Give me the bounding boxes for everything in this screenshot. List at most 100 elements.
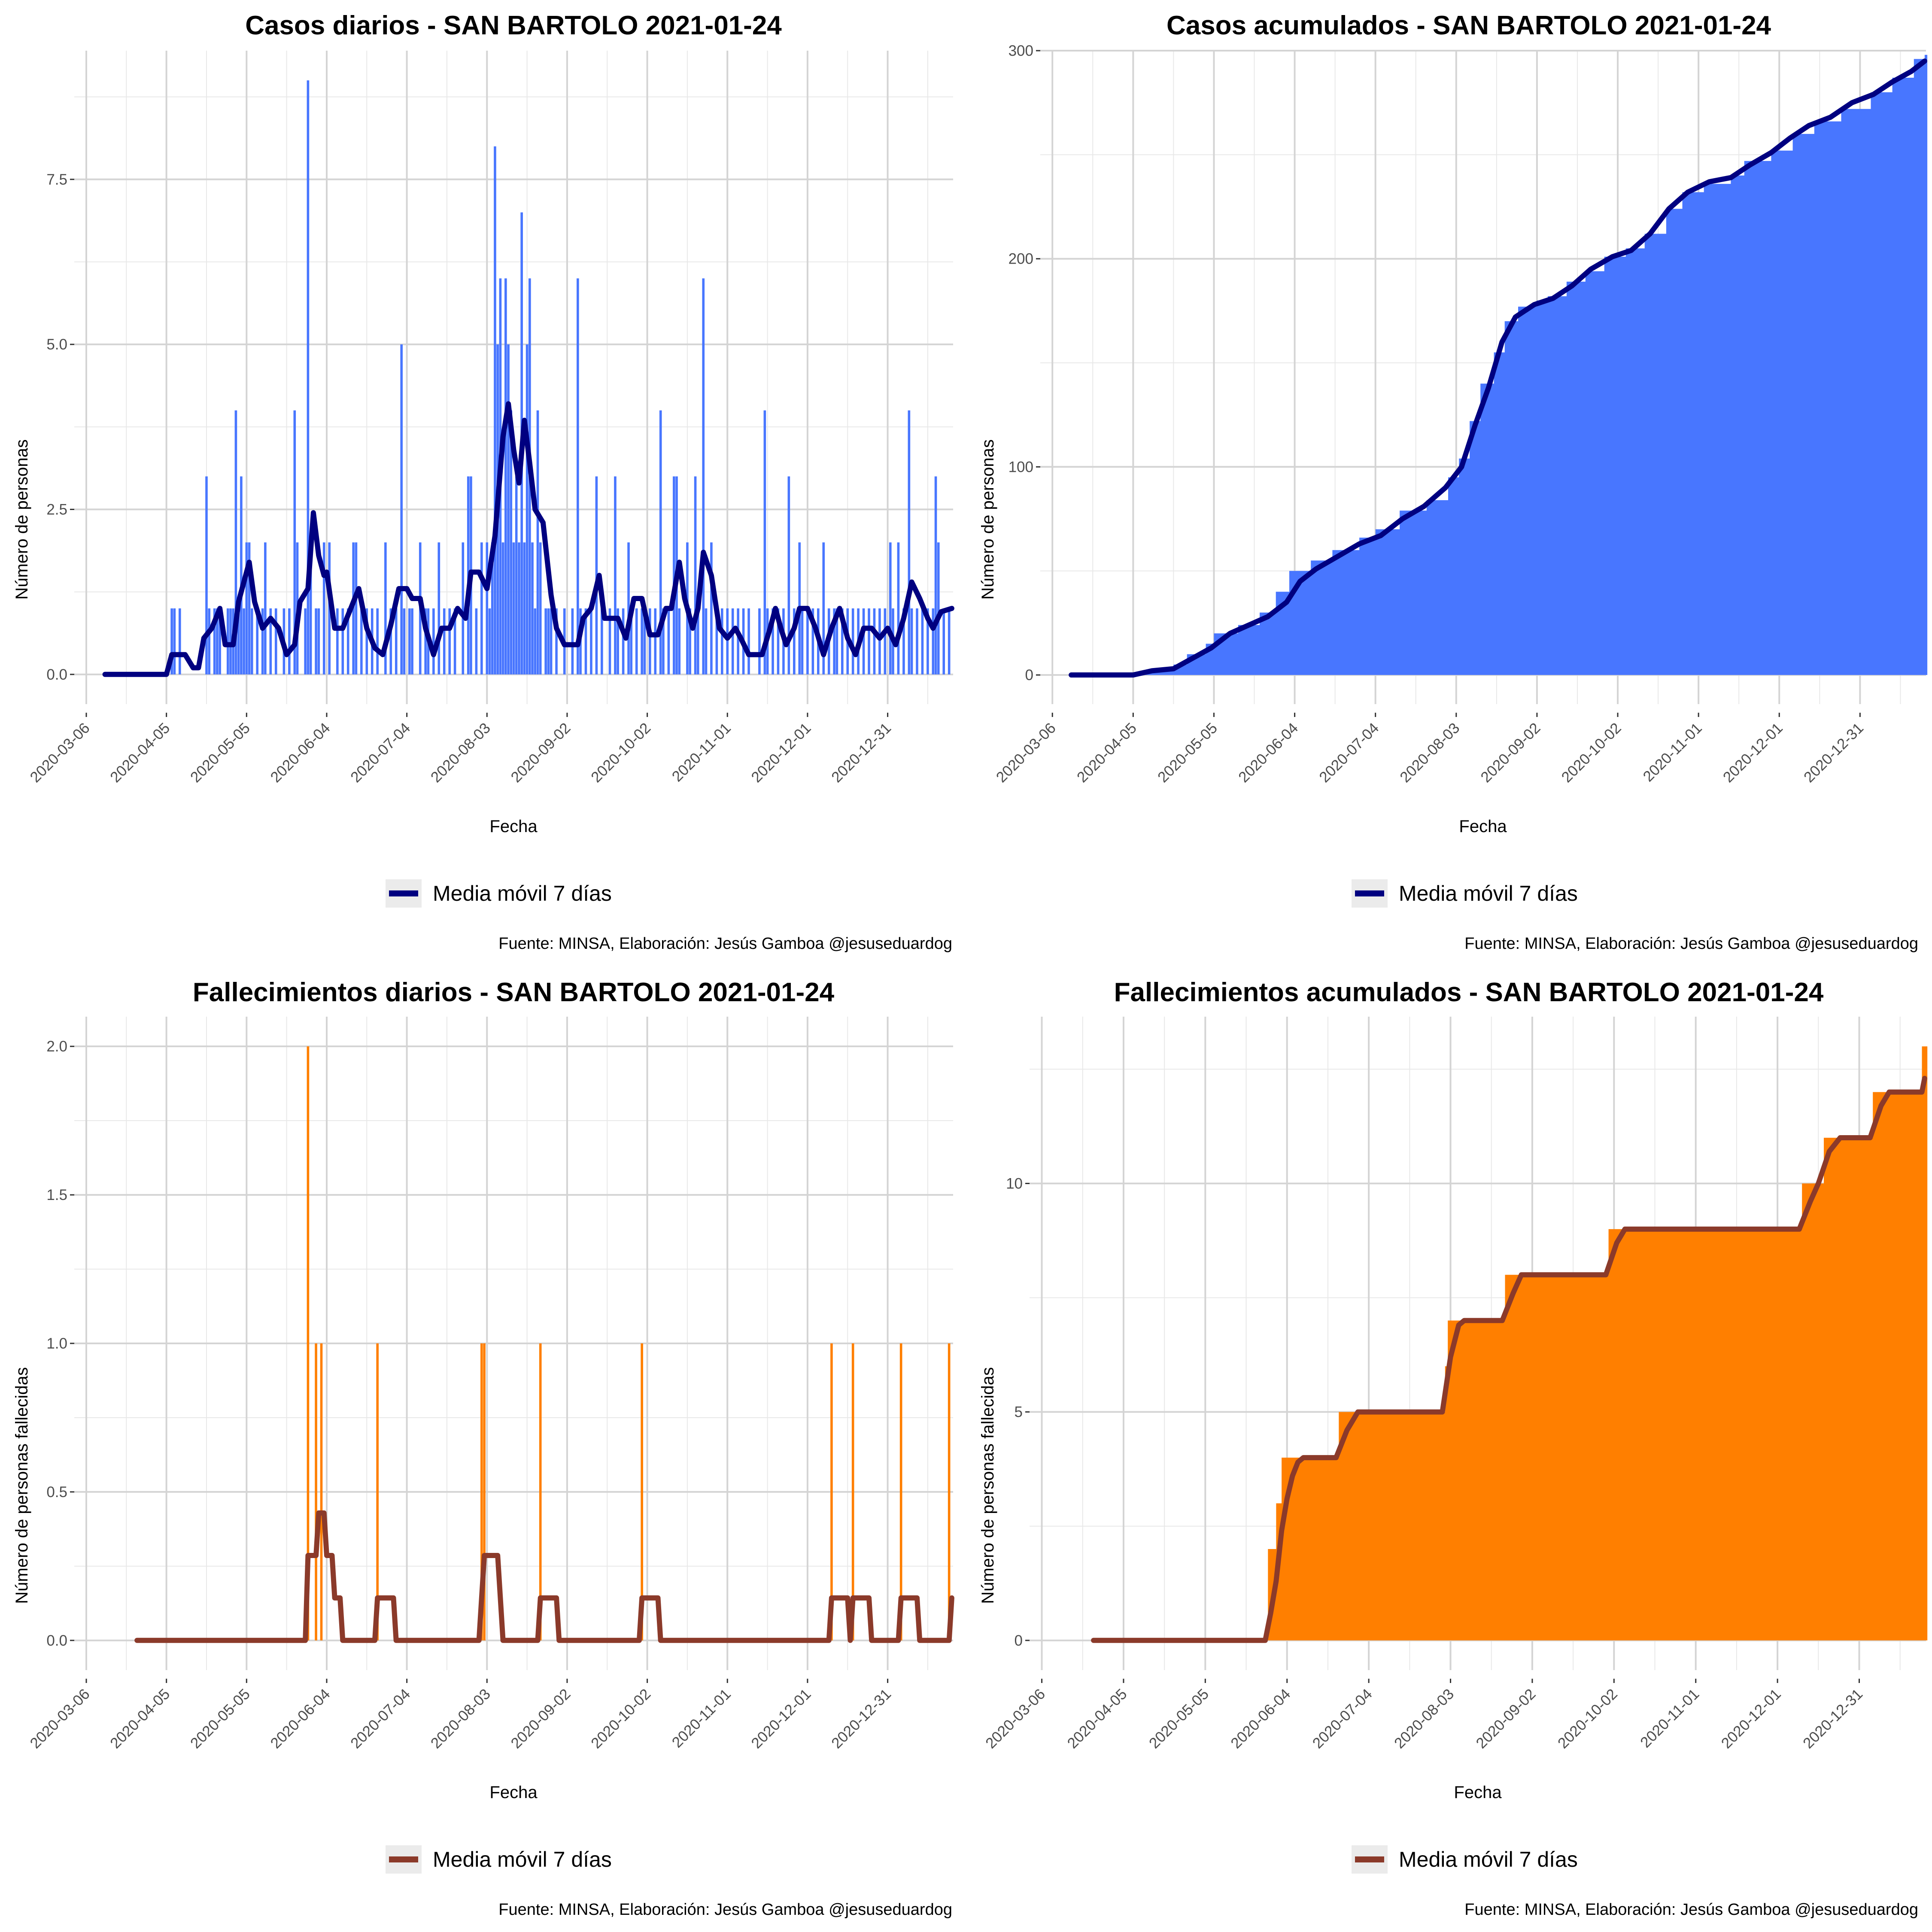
y-axis-title: Número de personas	[12, 439, 31, 600]
bar	[274, 608, 277, 674]
x-axis-ticks: 2020-03-06 2020-04-05 2020-05-05 2020-06-04…	[27, 713, 894, 786]
bar	[400, 344, 403, 674]
y-tick-label: 0.0	[46, 1632, 67, 1649]
bar	[835, 608, 838, 674]
bar	[304, 608, 307, 674]
chart-fallecimientos-acumulados: Fallecimientos acumulados - SAN BARTOLO …	[978, 978, 1928, 1919]
grid	[74, 1017, 953, 1670]
x-tick-label: 2020-06-04	[267, 1686, 333, 1752]
bar	[256, 608, 258, 674]
bar	[617, 608, 619, 674]
bar	[307, 1046, 310, 1640]
bar	[411, 608, 413, 674]
bar	[403, 608, 406, 674]
bar	[307, 80, 310, 674]
bar	[942, 608, 945, 674]
x-tick-label: 2020-11-01	[1640, 720, 1705, 785]
bar	[208, 608, 211, 674]
x-tick-label: 2020-05-05	[1154, 720, 1221, 786]
bar	[715, 608, 718, 674]
bar	[705, 608, 708, 674]
bar	[245, 542, 248, 674]
bar	[219, 608, 221, 674]
bar	[934, 476, 937, 674]
bar	[910, 608, 913, 674]
x-tick-label: 2020-12-01	[748, 720, 814, 786]
legend-label: Media móvil 7 días	[1399, 881, 1578, 905]
bar	[622, 608, 625, 674]
bar	[641, 608, 643, 674]
caption: Fuente: MINSA, Elaboración: Jesús Gamboa…	[1464, 1901, 1918, 1919]
bar	[948, 608, 951, 674]
bar	[830, 1343, 833, 1640]
x-tick-label: 2020-07-04	[1309, 1686, 1376, 1752]
bar	[309, 542, 312, 674]
bar	[515, 476, 518, 674]
bar	[689, 608, 691, 674]
y-axis-ticks: 0.0 0.5 1.0 1.5 2.0	[46, 1038, 74, 1649]
legend-label: Media móvil 7 días	[1399, 1847, 1578, 1871]
bar	[234, 410, 237, 674]
bar	[547, 608, 550, 674]
x-tick-label: 2020-06-04	[1227, 1686, 1294, 1752]
y-tick-label: 0	[1015, 1632, 1023, 1649]
caption: Fuente: MINSA, Elaboración: Jesús Gamboa…	[1464, 935, 1918, 953]
chart-casos-diarios: Casos diarios - SAN BARTOLO 2021-01-24 0…	[12, 11, 954, 953]
y-axis-title: Número de personas fallecidas	[978, 1367, 997, 1604]
bar	[694, 476, 697, 674]
y-tick-label: 2.5	[46, 501, 67, 518]
bar	[491, 542, 494, 674]
bar	[384, 542, 387, 674]
y-tick-label: 0	[1025, 667, 1033, 683]
bar	[908, 410, 911, 674]
panel-casos-diarios: Casos diarios - SAN BARTOLO 2021-01-24 0…	[0, 0, 966, 966]
bar	[395, 608, 398, 674]
x-tick-label: 2020-12-31	[1801, 720, 1867, 786]
bar	[868, 608, 870, 674]
bar	[173, 608, 176, 674]
bar	[504, 278, 507, 674]
area-fill-shape	[1071, 55, 1928, 675]
chart-title: Fallecimientos diarios - SAN BARTOLO 202…	[193, 978, 835, 1007]
y-tick-label: 300	[1009, 43, 1033, 59]
bar	[205, 476, 208, 674]
bar	[590, 608, 592, 674]
bar	[315, 608, 317, 674]
bar	[649, 608, 651, 674]
x-tick-label: 2020-12-01	[1720, 720, 1786, 786]
moving-average-line	[1069, 58, 1927, 678]
bar	[237, 608, 240, 674]
bar	[531, 542, 534, 674]
x-tick-label: 2020-03-06	[993, 720, 1059, 786]
bar	[851, 608, 854, 674]
bar	[322, 542, 325, 674]
x-tick-label: 2020-03-06	[27, 1686, 93, 1752]
bar	[518, 542, 520, 674]
bar	[536, 410, 539, 674]
bar	[355, 542, 358, 674]
x-tick-label: 2020-09-02	[1473, 1686, 1539, 1752]
x-tick-label: 2020-10-02	[1558, 720, 1625, 786]
x-tick-label: 2020-12-01	[748, 1686, 814, 1752]
bar	[261, 608, 264, 674]
bar	[475, 608, 478, 674]
bar	[806, 608, 809, 674]
x-tick-label: 2020-05-05	[187, 1686, 253, 1752]
x-tick-label: 2020-04-05	[107, 720, 173, 786]
y-tick-label: 10	[1006, 1175, 1023, 1192]
bar	[777, 608, 780, 674]
moving-average-line	[134, 1510, 954, 1643]
bar	[365, 608, 368, 674]
y-tick-label: 7.5	[46, 171, 67, 188]
x-tick-label: 2020-04-05	[107, 1686, 173, 1752]
bar	[758, 608, 761, 674]
chart-fallecimientos-diarios: Fallecimientos diarios - SAN BARTOLO 202…	[12, 978, 954, 1919]
bar	[601, 608, 603, 674]
bar	[550, 608, 553, 674]
bar	[948, 1343, 951, 1640]
bar	[539, 542, 542, 674]
y-tick-label: 0.5	[46, 1484, 67, 1501]
x-axis-title: Fecha	[489, 1783, 538, 1802]
x-tick-label: 2020-10-02	[588, 1686, 654, 1752]
bar	[641, 1343, 643, 1640]
